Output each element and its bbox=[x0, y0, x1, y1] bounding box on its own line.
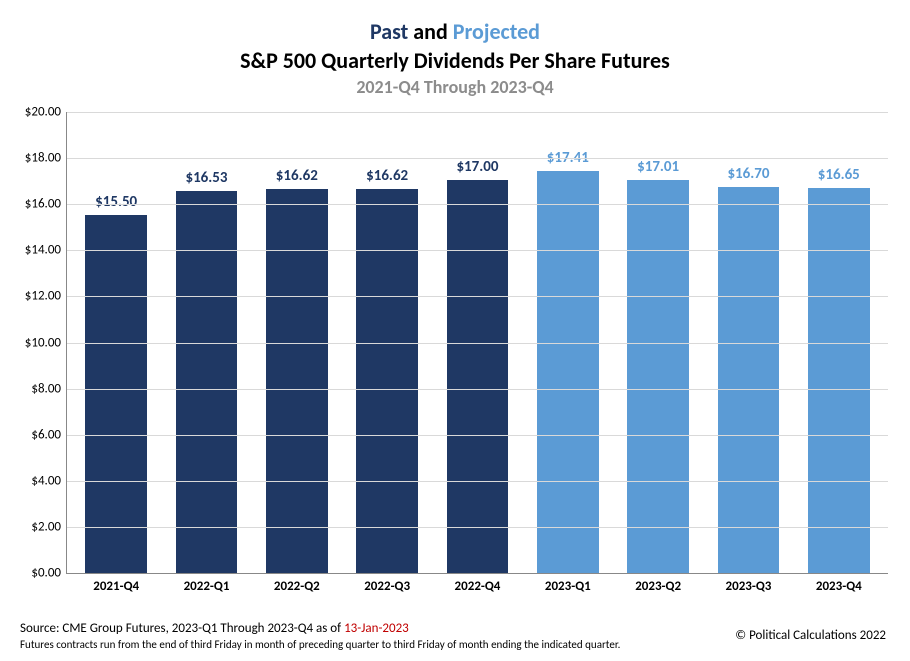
bar-slot: $17.002022-Q4 bbox=[432, 158, 522, 573]
bar-value-label: $16.65 bbox=[818, 166, 860, 184]
bar-value-label: $16.62 bbox=[276, 167, 318, 185]
bar-value-label: $16.62 bbox=[366, 167, 408, 185]
bar bbox=[356, 189, 417, 573]
y-tick-label: $10.00 bbox=[25, 335, 67, 350]
gridline bbox=[67, 481, 888, 482]
x-tick-label: 2022-Q4 bbox=[455, 579, 501, 594]
y-tick-label: $6.00 bbox=[31, 427, 67, 442]
x-tick-label: 2023-Q3 bbox=[726, 579, 772, 594]
source-date: 13-Jan-2023 bbox=[344, 621, 409, 636]
bar-slot: $16.652023-Q4 bbox=[794, 166, 884, 573]
plot-area: $15.502021-Q4$16.532022-Q1$16.622022-Q2$… bbox=[66, 112, 888, 574]
bar-slot: $16.702023-Q3 bbox=[703, 165, 793, 573]
bar-slot: $17.012023-Q2 bbox=[613, 158, 703, 573]
gridline bbox=[67, 527, 888, 528]
bar-slot: $16.622022-Q2 bbox=[252, 167, 342, 573]
bar-slot: $16.532022-Q1 bbox=[161, 169, 251, 573]
chart-title: S&P 500 Quarterly Dividends Per Share Fu… bbox=[20, 47, 890, 74]
y-tick-label: $16.00 bbox=[25, 197, 67, 212]
gridline bbox=[67, 389, 888, 390]
bar bbox=[447, 180, 508, 573]
bar bbox=[176, 191, 237, 573]
source-prefix: Source: CME Group Futures, 2023-Q1 Throu… bbox=[20, 621, 344, 636]
title-line1: Past and Projected bbox=[20, 18, 890, 45]
gridline bbox=[67, 158, 888, 159]
y-tick-label: $2.00 bbox=[31, 519, 67, 534]
y-tick-label: $0.00 bbox=[31, 566, 67, 581]
x-tick-label: 2022-Q2 bbox=[274, 579, 320, 594]
x-tick-label: 2023-Q4 bbox=[816, 579, 862, 594]
title-projected: Projected bbox=[453, 18, 540, 45]
gridline bbox=[67, 435, 888, 436]
footer: Source: CME Group Futures, 2023-Q1 Throu… bbox=[20, 621, 890, 651]
bar bbox=[718, 187, 779, 573]
title-block: Past and Projected S&P 500 Quarterly Div… bbox=[20, 18, 890, 98]
gridline bbox=[67, 343, 888, 344]
chart-subtitle: 2021-Q4 Through 2023-Q4 bbox=[20, 76, 890, 98]
bar bbox=[85, 215, 146, 573]
y-tick-label: $14.00 bbox=[25, 243, 67, 258]
y-tick-label: $18.00 bbox=[25, 151, 67, 166]
bar bbox=[808, 188, 869, 573]
y-tick-label: $20.00 bbox=[25, 105, 67, 120]
bar-value-label: $17.00 bbox=[456, 158, 498, 176]
bar-value-label: $16.70 bbox=[727, 165, 769, 183]
y-tick-label: $12.00 bbox=[25, 289, 67, 304]
bar-slot: $17.412023-Q1 bbox=[523, 149, 613, 573]
gridline bbox=[67, 296, 888, 297]
y-tick-label: $8.00 bbox=[31, 381, 67, 396]
chart-container: Past and Projected S&P 500 Quarterly Div… bbox=[0, 0, 910, 661]
gridline bbox=[67, 250, 888, 251]
bar bbox=[627, 180, 688, 573]
bar-slot: $16.622022-Q3 bbox=[342, 167, 432, 573]
bar bbox=[537, 171, 598, 573]
bar bbox=[266, 189, 327, 573]
copyright: © Political Calculations 2022 bbox=[735, 628, 886, 643]
x-tick-label: 2023-Q2 bbox=[635, 579, 681, 594]
x-tick-label: 2021-Q4 bbox=[93, 579, 139, 594]
y-tick-label: $4.00 bbox=[31, 473, 67, 488]
title-and: and bbox=[408, 18, 452, 45]
gridline bbox=[67, 204, 888, 205]
x-tick-label: 2023-Q1 bbox=[545, 579, 591, 594]
bar-value-label: $16.53 bbox=[185, 169, 227, 187]
bar-value-label: $17.01 bbox=[637, 158, 679, 176]
title-past: Past bbox=[370, 18, 408, 45]
gridline bbox=[67, 112, 888, 113]
x-tick-label: 2022-Q3 bbox=[364, 579, 410, 594]
x-tick-label: 2022-Q1 bbox=[184, 579, 230, 594]
bar-value-label: $15.50 bbox=[95, 193, 137, 211]
